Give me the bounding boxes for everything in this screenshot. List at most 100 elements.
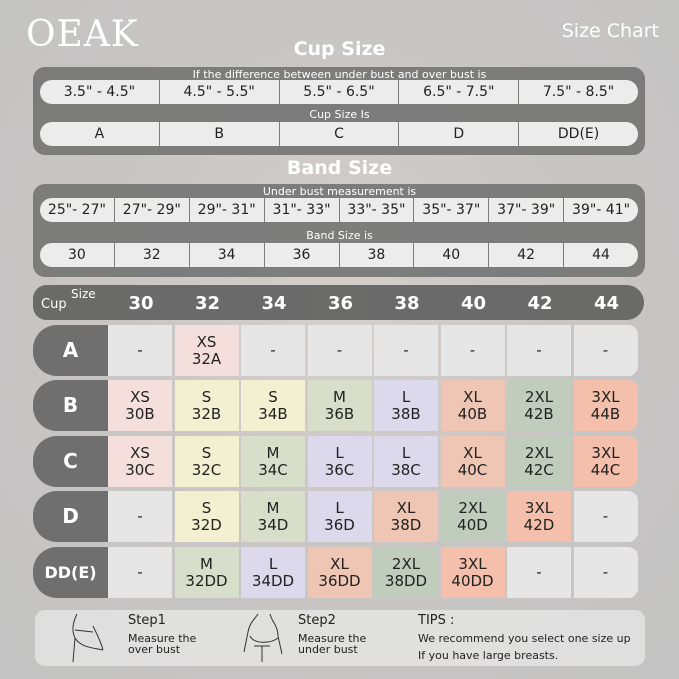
bra-size: 34DD <box>251 571 295 590</box>
bra-size: 44B <box>590 404 621 423</box>
measurement-cell: 39"- 41" <box>564 198 638 222</box>
size-label: XS <box>196 332 217 351</box>
size-label: 2XL <box>458 498 487 517</box>
size-label: 2XL <box>524 443 554 462</box>
bra-size: 36DD <box>318 571 361 590</box>
size-label: M <box>333 387 346 406</box>
brand-logo: OEAK <box>26 14 139 55</box>
tips-text: If you have large breasts. <box>418 649 559 662</box>
measurement-cell: 25"- 27" <box>40 198 114 222</box>
bra-size: 44C <box>590 460 621 479</box>
bra-size: 30C <box>125 460 155 479</box>
size-label: M <box>266 498 280 517</box>
size-cell: - <box>573 547 638 598</box>
bra-size: 32DD <box>185 571 228 590</box>
row-header-c: C <box>33 436 108 487</box>
size-label: XS <box>130 387 150 406</box>
row-header-d: D <box>33 491 108 542</box>
size-cell: M 34C <box>241 436 305 487</box>
size-cell: XS 30C <box>108 436 172 487</box>
size-cell: L 36D <box>307 491 372 542</box>
size-label: - <box>536 563 542 581</box>
difference-cell: 6.5" - 7.5" <box>399 80 519 104</box>
size-cell: - <box>573 491 638 542</box>
size-cell: - <box>241 325 305 376</box>
size-cell: 2XL 42B <box>507 380 571 431</box>
corner-cup-label: Cup <box>41 297 67 312</box>
measurement-cell: 37"- 39" <box>489 198 564 222</box>
difference-cell: 5.5" - 6.5" <box>279 80 399 104</box>
size-cell: S 32D <box>174 491 239 542</box>
bra-size: 40D <box>457 515 488 534</box>
size-cell: 3XL 44C <box>573 436 638 487</box>
step1-text: over bust <box>128 643 181 656</box>
row-header-a: A <box>33 325 108 376</box>
bra-size: 38B <box>391 404 421 423</box>
size-label: XL <box>396 498 416 517</box>
corner-size-label: Size <box>71 287 96 301</box>
size-label: L <box>401 387 411 406</box>
size-cell: - <box>108 325 172 376</box>
size-label: L <box>335 498 344 517</box>
bra-size: 32A <box>191 349 222 368</box>
size-cell: XS 30B <box>108 380 172 431</box>
bra-size: 42B <box>524 404 554 423</box>
size-label: 3XL <box>524 498 554 517</box>
size-label: - <box>270 341 276 359</box>
tips-text: We recommend you select one size up <box>418 632 631 645</box>
step1-title: Step1 <box>128 613 166 628</box>
size-label: - <box>469 341 476 359</box>
size-cell: XL 36DD <box>307 547 372 598</box>
measurement-cell: 29"- 31" <box>189 198 264 222</box>
size-label: - <box>602 563 609 581</box>
size-cell: L 38B <box>374 380 438 431</box>
size-label: 3XL <box>458 554 487 573</box>
bra-size: 42C <box>524 460 554 479</box>
size-cell: XS 32A <box>174 325 239 376</box>
step2-title: Step2 <box>298 613 336 628</box>
step2-text: under bust <box>298 643 358 656</box>
bra-size: 38DD <box>384 571 428 590</box>
bra-size: 32C <box>191 460 222 479</box>
band-cell: 34 <box>189 243 264 267</box>
tips-panel: Step1 Measure the over bust Step2 Measur… <box>35 610 645 666</box>
size-cell: - <box>108 547 172 598</box>
size-cell: XL 38D <box>374 491 438 542</box>
size-label: S <box>201 387 212 406</box>
size-cell: L 34DD <box>241 547 305 598</box>
difference-cell: 7.5" - 8.5" <box>519 80 638 104</box>
measurement-cell: 35"- 37" <box>414 198 489 222</box>
band-row: 30 32 34 36 38 40 42 44 <box>40 243 638 267</box>
size-label: M <box>200 554 213 573</box>
size-label: - <box>137 341 143 359</box>
size-cell: S 32B <box>174 380 239 431</box>
measurement-row: 25"- 27" 27"- 29" 29"- 31" 31"- 33" 33"- 35"… <box>40 198 638 222</box>
band-cell: 36 <box>264 243 339 267</box>
column-header: 42 <box>527 293 553 314</box>
size-cell: 2XL 38DD <box>374 547 438 598</box>
column-header: 44 <box>593 293 620 314</box>
measure-under-bust-icon <box>243 613 283 662</box>
size-label: M <box>266 443 280 462</box>
size-label: S <box>268 387 278 406</box>
size-label: XL <box>330 554 349 573</box>
size-cell: - <box>507 547 571 598</box>
cup-cell: C <box>279 122 399 146</box>
size-cell: S 34B <box>241 380 305 431</box>
measurement-cell: 33"- 35" <box>339 198 414 222</box>
size-cell: 3XL 40DD <box>440 547 505 598</box>
column-header: 40 <box>460 293 487 314</box>
column-header: 38 <box>394 293 420 314</box>
size-cell: L 36C <box>307 436 372 487</box>
size-label: L <box>268 554 278 573</box>
cup-cell: B <box>159 122 279 146</box>
cup-row: A B C D DD(E) <box>40 122 638 146</box>
measurement-cell: 31"- 33" <box>264 198 339 222</box>
size-cell: - <box>573 325 638 376</box>
size-label: S <box>201 443 212 462</box>
bra-size: 34C <box>258 460 288 479</box>
difference-row: 3.5" - 4.5" 4.5" - 5.5" 5.5" - 6.5" 6.5"… <box>40 80 638 104</box>
size-label: - <box>602 507 609 525</box>
size-cell: 2XL 42C <box>507 436 571 487</box>
band-cell: 32 <box>114 243 189 267</box>
